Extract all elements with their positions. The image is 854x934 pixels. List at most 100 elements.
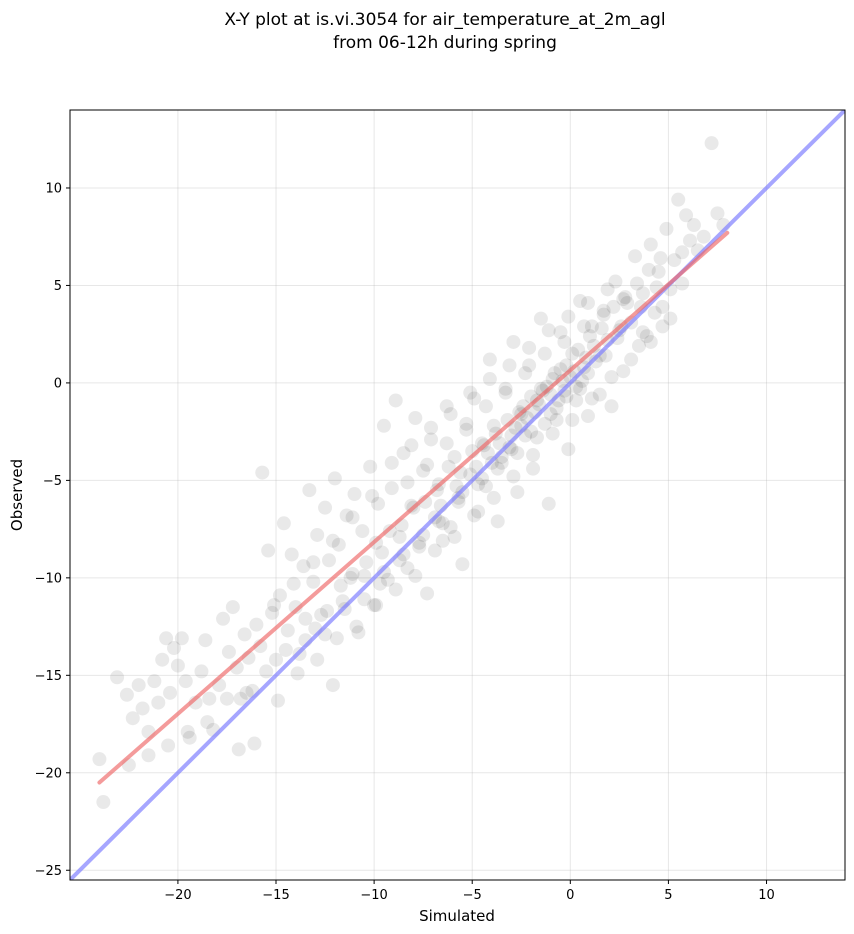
scatter-point bbox=[543, 407, 558, 422]
y-tick-label: −5 bbox=[43, 474, 62, 489]
scatter-point bbox=[584, 391, 599, 406]
scatter-point bbox=[163, 685, 178, 700]
scatter-point bbox=[388, 582, 403, 597]
x-tick-label: 5 bbox=[664, 888, 672, 903]
scatter-point bbox=[369, 598, 384, 613]
scatter-point bbox=[404, 438, 419, 453]
scatter-point bbox=[459, 422, 474, 437]
scatter-point bbox=[557, 334, 572, 349]
scatter-point bbox=[306, 555, 321, 570]
scatter-point bbox=[518, 366, 533, 381]
scatter-point bbox=[435, 533, 450, 548]
scatter-point bbox=[639, 329, 654, 344]
scatter-point bbox=[586, 338, 601, 353]
scatter-point bbox=[427, 543, 442, 558]
scatter-point bbox=[424, 420, 439, 435]
scatter-point bbox=[392, 529, 407, 544]
scatter-point bbox=[596, 303, 611, 318]
scatter-point bbox=[553, 362, 568, 377]
scatter-point bbox=[486, 490, 501, 505]
scatter-point bbox=[573, 294, 588, 309]
scatter-point bbox=[261, 543, 276, 558]
y-tick-label: 0 bbox=[54, 376, 62, 391]
scatter-point bbox=[459, 416, 474, 431]
scatter-point bbox=[659, 221, 674, 236]
scatter-point bbox=[624, 352, 639, 367]
scatter-point bbox=[635, 286, 650, 301]
scatter-point bbox=[455, 557, 470, 572]
scatter-point bbox=[286, 576, 301, 591]
scatter-point bbox=[443, 520, 458, 535]
scatter-point bbox=[376, 418, 391, 433]
scatter-point bbox=[463, 385, 478, 400]
scatter-point bbox=[608, 274, 623, 289]
scatter-point bbox=[569, 393, 584, 408]
scatter-point bbox=[396, 446, 411, 461]
y-axis-label: Observed bbox=[8, 459, 26, 531]
scatter-point bbox=[663, 311, 678, 326]
scatter-point bbox=[376, 565, 391, 579]
scatter-point bbox=[549, 401, 564, 416]
scatter-point bbox=[565, 346, 580, 361]
scatter-point bbox=[506, 334, 521, 349]
scatter-point bbox=[696, 229, 711, 244]
x-tick-label: 10 bbox=[758, 888, 775, 903]
scatter-point bbox=[147, 674, 162, 689]
scatter-point bbox=[284, 547, 299, 562]
scatter-point bbox=[616, 292, 631, 307]
scatter-point bbox=[400, 561, 415, 576]
scatter-point bbox=[653, 251, 668, 266]
scatter-point bbox=[231, 742, 246, 757]
scatter-point bbox=[355, 524, 370, 539]
scatter-point bbox=[494, 455, 509, 470]
scatter-point bbox=[349, 619, 364, 634]
scatter-point bbox=[498, 385, 513, 400]
scatter-point bbox=[296, 559, 311, 574]
scatter-point bbox=[343, 570, 358, 585]
scatter-point bbox=[239, 685, 254, 700]
scatter-point bbox=[643, 237, 658, 252]
scatter-point bbox=[467, 391, 482, 406]
scatter-point bbox=[522, 340, 537, 355]
scatter-point bbox=[290, 666, 305, 681]
scatter-point bbox=[561, 309, 576, 324]
scatter-point bbox=[510, 485, 525, 500]
scatter-point bbox=[110, 670, 125, 685]
x-tick-label: −15 bbox=[262, 888, 289, 903]
scatter-point bbox=[628, 249, 643, 264]
scatter-point bbox=[247, 736, 262, 751]
scatter-point bbox=[151, 695, 166, 710]
scatter-point bbox=[582, 329, 597, 344]
scatter-point bbox=[198, 633, 213, 648]
scatter-point bbox=[480, 446, 495, 461]
scatter-point bbox=[255, 465, 270, 480]
scatter-point bbox=[92, 752, 107, 767]
scatter-point bbox=[630, 276, 645, 291]
scatter-point bbox=[384, 455, 399, 470]
x-tick-label: −5 bbox=[463, 888, 482, 903]
y-tick-label: −20 bbox=[35, 766, 62, 781]
scatter-point bbox=[604, 399, 619, 414]
scatter-point bbox=[596, 307, 611, 322]
scatter-point bbox=[588, 354, 603, 369]
scatter-point bbox=[675, 245, 690, 260]
scatter-point bbox=[565, 412, 580, 427]
y-tick-label: 10 bbox=[45, 181, 62, 196]
scatter-point bbox=[416, 463, 431, 478]
scatter-point bbox=[180, 724, 195, 739]
scatter-point bbox=[329, 631, 344, 646]
scatter-point bbox=[237, 627, 252, 642]
scatter-points bbox=[92, 136, 731, 810]
scatter-point bbox=[170, 658, 185, 673]
regression-line bbox=[97, 230, 730, 785]
scatter-point bbox=[125, 711, 140, 726]
scatter-point bbox=[333, 578, 348, 593]
scatter-point bbox=[641, 262, 656, 277]
scatter-point bbox=[321, 553, 336, 568]
scatter-point bbox=[119, 687, 134, 702]
scatter-point bbox=[374, 545, 389, 560]
scatter-point bbox=[573, 381, 588, 396]
scatter-point bbox=[486, 418, 501, 433]
scatter-point bbox=[547, 366, 562, 381]
